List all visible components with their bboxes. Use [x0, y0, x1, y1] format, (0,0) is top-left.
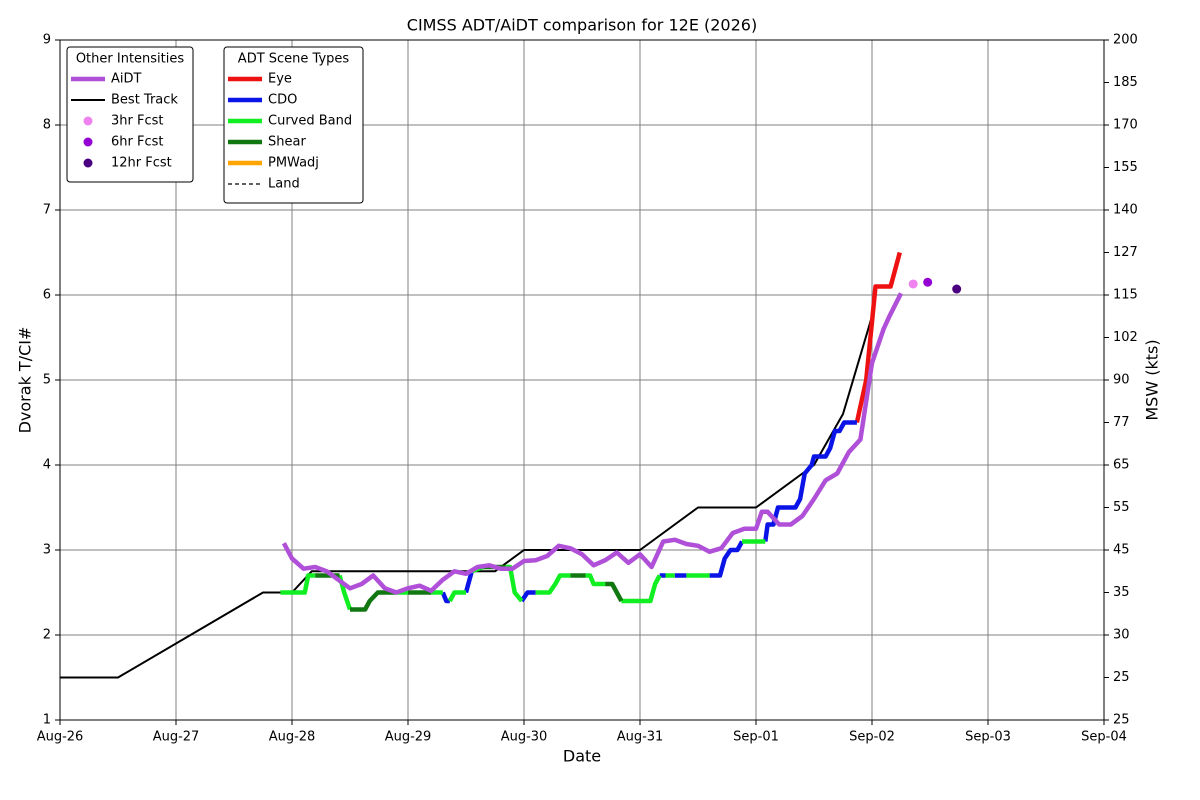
y2-tick-label: 155 [1113, 160, 1138, 175]
x-tick-label: Aug-26 [37, 730, 84, 745]
y2-tick-label: 55 [1113, 500, 1130, 515]
chart-title: CIMSS ADT/AiDT comparison for 12E (2026) [407, 16, 757, 35]
legend-marker [83, 137, 93, 147]
y2-tick-label: 200 [1113, 33, 1138, 48]
x-tick-label: Sep-02 [849, 730, 895, 745]
y-tick-label: 3 [43, 543, 51, 558]
legend-marker [83, 158, 93, 168]
y-axis-label: Dvorak T/CI# [16, 327, 35, 434]
y2-tick-label: 102 [1113, 330, 1138, 345]
y2-tick-label: 90 [1113, 373, 1130, 388]
legend-label: 12hr Fcst [111, 156, 172, 171]
y-tick-label: 5 [43, 373, 51, 388]
y2-tick-label: 185 [1113, 75, 1138, 90]
forecast-point [908, 279, 918, 289]
y2-tick-label: 45 [1113, 543, 1130, 558]
series-line [854, 251, 902, 423]
y-tick-label: 9 [43, 33, 51, 48]
legend-title: ADT Scene Types [238, 52, 350, 67]
y-tick-label: 6 [43, 288, 51, 303]
legend-label: Best Track [111, 93, 178, 108]
series-line [60, 316, 873, 679]
plot-frame [59, 39, 1105, 721]
legend-title: Other Intensities [76, 52, 185, 67]
y2-tick-label: 25 [1113, 713, 1130, 728]
legend-label: CDO [268, 93, 297, 108]
x-tick-label: Sep-01 [733, 730, 779, 745]
legend: Other Intensities AiDT Best Track 3hr Fcst 6… [66, 46, 194, 183]
y2-tick-label: 115 [1113, 288, 1138, 303]
y2-tick-label: 127 [1113, 245, 1138, 260]
series-line [281, 292, 904, 595]
legend-label: PMWadj [268, 156, 319, 171]
legend: ADT Scene Types Eye CDO Curved Band Shear PMW… [223, 46, 364, 204]
legend-label: AiDT [111, 72, 142, 87]
y-tick-label: 7 [43, 203, 51, 218]
legend-label: 6hr Fcst [111, 135, 163, 150]
x-tick-label: Aug-31 [617, 730, 664, 745]
y-tick-label: 1 [43, 713, 51, 728]
x-tick-label: Aug-29 [385, 730, 432, 745]
forecast-point [923, 277, 933, 287]
legend-marker [83, 116, 93, 126]
y-tick-label: 8 [43, 118, 51, 133]
y2-tick-label: 140 [1113, 203, 1138, 218]
x-tick-label: Sep-04 [1081, 730, 1127, 745]
x-tick-label: Sep-03 [965, 730, 1011, 745]
x-tick-label: Aug-27 [153, 730, 200, 745]
y-tick-label: 4 [43, 458, 51, 473]
legend-label: Curved Band [268, 114, 352, 129]
y2-axis-label: MSW (kts) [1143, 339, 1162, 420]
forecast-point [952, 284, 962, 294]
y2-tick-label: 30 [1113, 628, 1130, 643]
legend-label: Eye [268, 72, 292, 87]
y2-tick-label: 25 [1113, 670, 1130, 685]
y2-tick-label: 77 [1113, 415, 1130, 430]
y2-tick-label: 65 [1113, 458, 1130, 473]
y2-tick-label: 170 [1113, 118, 1138, 133]
y2-tick-label: 35 [1113, 585, 1130, 600]
x-tick-label: Aug-30 [501, 730, 548, 745]
legend-label: 3hr Fcst [111, 114, 163, 129]
x-axis-label: Date [563, 747, 601, 766]
y-tick-label: 2 [43, 628, 51, 643]
legend-label: Land [268, 177, 300, 192]
legend-label: Shear [268, 135, 306, 150]
series-line [440, 420, 857, 604]
x-tick-label: Aug-28 [269, 730, 316, 745]
